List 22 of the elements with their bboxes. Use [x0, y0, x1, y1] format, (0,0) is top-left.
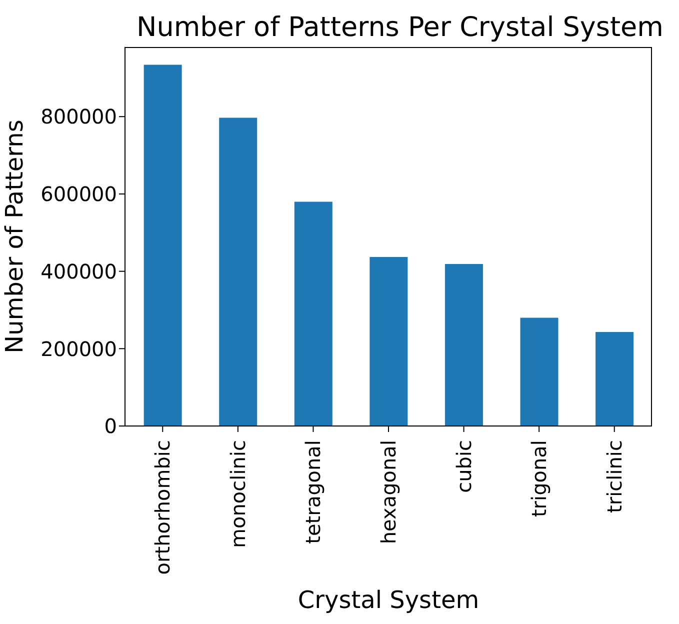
bar	[294, 202, 332, 426]
y-tick-label: 800000	[40, 104, 117, 129]
x-tick-label: orthorhombic	[150, 440, 175, 575]
y-tick-label: 400000	[40, 259, 117, 284]
y-tick-label: 200000	[40, 336, 117, 361]
x-tick-label: monoclinic	[226, 440, 250, 548]
bar	[444, 264, 483, 426]
x-tick-label: triclinic	[602, 440, 626, 513]
y-tick-label: 600000	[40, 182, 117, 206]
x-tick-label: hexagonal	[376, 440, 400, 544]
bar	[144, 64, 182, 426]
y-axis-title: Number of Patterns	[0, 120, 29, 354]
x-tick-label: tetragonal	[301, 440, 326, 544]
chart-title: Number of Patterns Per Crystal System	[136, 12, 664, 43]
bar	[520, 318, 558, 426]
bar	[370, 256, 408, 426]
x-axis-title: Crystal System	[298, 586, 480, 614]
x-tick-label: trigonal	[527, 440, 552, 518]
x-tick-label: cubic	[452, 440, 476, 493]
bar	[596, 332, 634, 426]
bar	[219, 118, 258, 426]
y-tick-label: 0	[104, 414, 117, 438]
